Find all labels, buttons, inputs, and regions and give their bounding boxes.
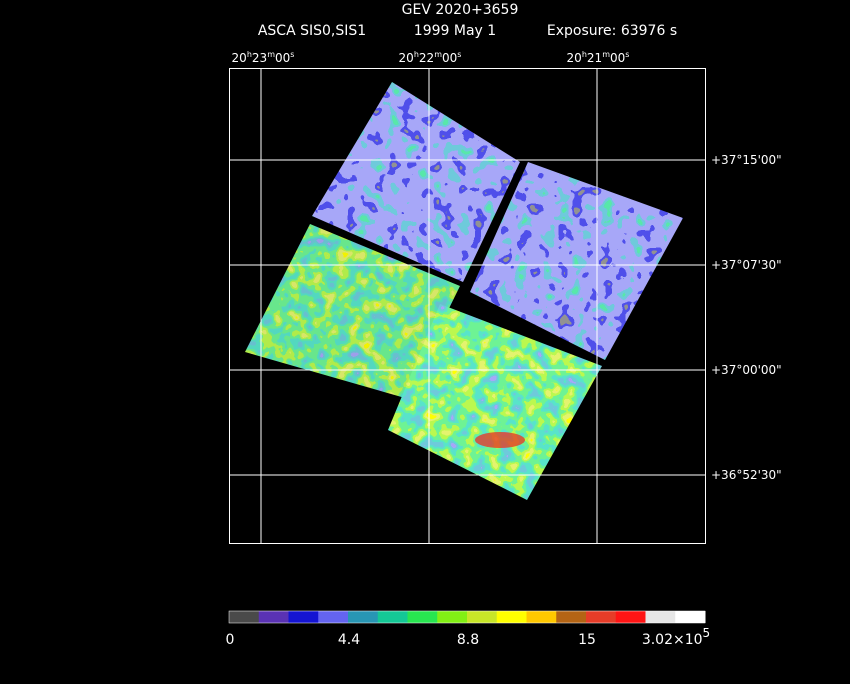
source-peak <box>475 432 525 448</box>
colorbar-label: 15 <box>578 632 596 648</box>
title: GEV 2020+3659 <box>402 2 519 18</box>
ra-value: 21 <box>587 51 602 65</box>
ra-unit: m <box>602 50 610 59</box>
colorbar-swatch <box>229 611 260 623</box>
ra-label: 20h23m00s <box>232 50 295 65</box>
ra-value: 00 <box>442 51 457 65</box>
ra-unit: h <box>414 50 419 59</box>
colorbar-frame <box>228 610 706 624</box>
ra-unit: s <box>625 50 629 59</box>
ra-unit: s <box>457 50 461 59</box>
ra-value: 00 <box>610 51 625 65</box>
date: 1999 May 1 <box>414 23 496 39</box>
ra-value: 20 <box>399 51 414 65</box>
colorbar-swatch <box>586 611 617 623</box>
ra-unit: m <box>267 50 275 59</box>
colorbar-swatch <box>258 611 289 623</box>
ra-unit: h <box>582 50 587 59</box>
instrument: ASCA SIS0,SIS1 <box>258 23 366 39</box>
ra-value: 20 <box>567 51 582 65</box>
axis-labels: 20h23m00s 20h22m00s 20h21m00s+37°15'00"+37… <box>232 50 782 482</box>
colorbar-label: 0 <box>226 632 235 648</box>
ra-value: 22 <box>419 51 434 65</box>
colorbar-swatch <box>645 611 676 623</box>
ra-label: 20h22m00s <box>399 50 462 65</box>
colorbar-swatch <box>467 611 498 623</box>
dec-label: +37°00'00" <box>711 363 782 377</box>
ra-value: 00 <box>275 51 290 65</box>
dec-label: +36°52'30" <box>711 468 782 482</box>
colorbar-swatch <box>526 611 557 623</box>
colorbar-label: 4.4 <box>338 632 360 648</box>
ra-unit: s <box>290 50 294 59</box>
ra-unit: h <box>247 50 252 59</box>
mantissa: 3.02×10 <box>642 632 703 648</box>
colorbar-label: 8.8 <box>457 632 479 648</box>
colorbar-swatch <box>556 611 587 623</box>
ra-label: 20h21m00s <box>567 50 630 65</box>
colorbar: 0 4.4 8.8 15 3.02×105 <box>226 610 710 648</box>
colorbar-swatch <box>348 611 379 623</box>
colorbar-swatch <box>437 611 468 623</box>
colorbar-swatch <box>318 611 349 623</box>
colorbar-max-label: 3.02×105 <box>642 626 710 648</box>
colorbar-swatch <box>615 611 646 623</box>
dec-label: +37°15'00" <box>711 153 782 167</box>
exponent: 5 <box>703 626 711 640</box>
dec-label: +37°07'30" <box>711 258 782 272</box>
colorbar-swatch <box>496 611 527 623</box>
ra-unit: m <box>434 50 442 59</box>
exposure: Exposure: 63976 s <box>547 23 677 39</box>
colorbar-swatch <box>675 611 706 623</box>
colorbar-swatch <box>407 611 438 623</box>
colorbar-swatch <box>288 611 319 623</box>
ra-value: 23 <box>252 51 267 65</box>
coordinate-grid <box>229 68 706 544</box>
ra-value: 20 <box>232 51 247 65</box>
colorbar-swatch <box>377 611 408 623</box>
